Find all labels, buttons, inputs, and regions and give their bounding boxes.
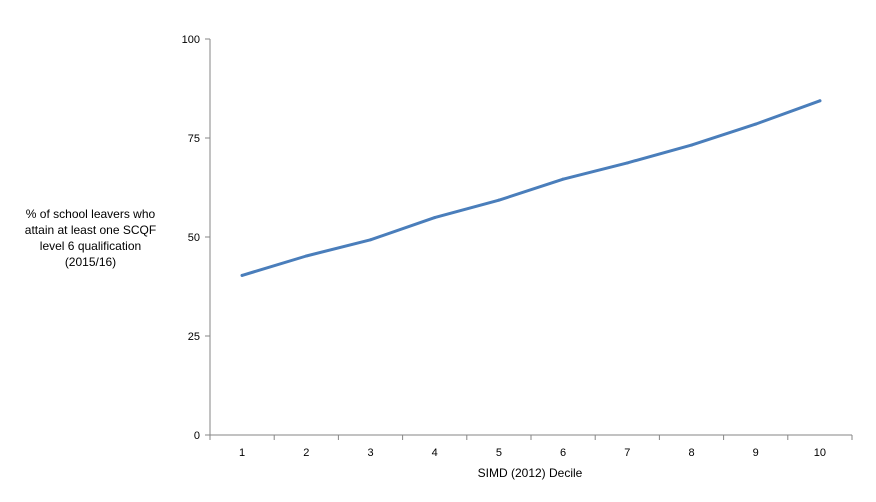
data-point bbox=[497, 199, 500, 202]
data-point bbox=[626, 161, 629, 164]
x-axis-ticks: 1 2 3 4 5 6 7 8 9 10 bbox=[210, 435, 852, 459]
data-point bbox=[754, 123, 757, 126]
x-tick-label: 4 bbox=[432, 447, 438, 459]
x-tick-label: 8 bbox=[688, 447, 694, 459]
data-point bbox=[241, 274, 244, 277]
data-point bbox=[305, 255, 308, 258]
x-tick-label: 1 bbox=[239, 447, 245, 459]
x-tick-label: 2 bbox=[303, 447, 309, 459]
series-line-1 bbox=[242, 101, 820, 276]
x-tick-label: 3 bbox=[367, 447, 373, 459]
x-tick-label: 5 bbox=[496, 447, 502, 459]
y-tick-label: 25 bbox=[188, 331, 200, 343]
data-point bbox=[369, 238, 372, 241]
data-point bbox=[562, 178, 565, 181]
data-point bbox=[818, 99, 821, 102]
axes bbox=[210, 39, 852, 435]
x-tick-label: 10 bbox=[814, 447, 826, 459]
y-axis-ticks: 0 25 50 75 100 bbox=[182, 34, 210, 442]
data-point bbox=[433, 216, 436, 219]
series-group bbox=[241, 99, 822, 277]
data-point bbox=[690, 144, 693, 147]
x-tick-label: 6 bbox=[560, 447, 566, 459]
x-tick-label: 7 bbox=[624, 447, 630, 459]
x-axis-title: SIMD (2012) Decile bbox=[478, 466, 583, 480]
y-tick-label: 0 bbox=[194, 430, 200, 442]
y-tick-label: 100 bbox=[182, 34, 200, 46]
y-tick-label: 50 bbox=[188, 232, 200, 244]
y-tick-label: 75 bbox=[188, 133, 200, 145]
x-tick-label: 9 bbox=[753, 447, 759, 459]
